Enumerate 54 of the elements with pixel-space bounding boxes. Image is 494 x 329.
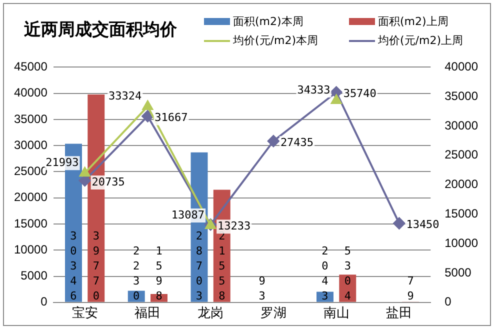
y-tick-label: 10000 — [14, 242, 48, 256]
y-tick-label: 45000 — [14, 60, 48, 74]
legend-label: 均价(元/m2)上周 — [378, 33, 464, 48]
legend-label: 面积(m2)本周 — [233, 14, 304, 29]
data-label: 33324 — [108, 89, 142, 102]
x-tick-label: 罗湖 — [260, 304, 286, 320]
y-tick-label: 20000 — [14, 190, 48, 204]
y-tick-label: 15000 — [14, 216, 48, 230]
data-label: 2 0 4 3 — [322, 244, 329, 302]
data-label: 35740 — [343, 87, 376, 100]
x-tick-label: 宝安 — [72, 304, 98, 320]
y2-tick-label: 40000 — [444, 60, 478, 74]
y-tick-label: 0 — [40, 294, 48, 309]
data-label: 7 9 — [407, 274, 414, 302]
data-label: 5 3 0 4 — [344, 244, 352, 302]
y2-tick-label: 30000 — [444, 118, 478, 132]
y-tick-label: 30000 — [14, 138, 48, 152]
data-label: 13087 — [171, 208, 205, 222]
y-tick-label: 35000 — [14, 112, 48, 126]
data-label: 2 2 3 0 — [133, 244, 140, 302]
data-label: 34333 — [297, 83, 330, 96]
data-label: 20735 — [92, 175, 125, 188]
y-tick-label: 25000 — [14, 164, 48, 178]
data-label: 13233 — [218, 219, 251, 232]
point — [393, 217, 406, 230]
y2-tick-label: 35000 — [444, 88, 478, 103]
y-tick-label: 5000 — [20, 268, 48, 283]
legend-label: 均价(元/m2)本周 — [233, 33, 318, 48]
y2-tick-label: 5000 — [444, 265, 472, 280]
y2-tick-label: 20000 — [444, 177, 478, 192]
y2-tick-label: 25000 — [444, 148, 478, 162]
point — [142, 110, 154, 122]
x-tick-label: 盐田 — [386, 304, 412, 320]
data-label: 21993 — [46, 156, 79, 169]
data-label: 31667 — [154, 111, 188, 124]
legend-label: 面积(m2)上周 — [378, 14, 448, 29]
x-tick-label: 南山 — [323, 304, 350, 320]
point — [330, 94, 342, 104]
data-label: 3 9 7 7 0 — [92, 229, 100, 302]
data-label: 2 8 7 0 3 — [196, 229, 203, 302]
y2-tick-label: 15000 — [444, 206, 478, 221]
data-label: 3 0 3 4 6 — [70, 229, 78, 302]
data-label: 27435 — [280, 136, 314, 149]
x-tick-label: 福田 — [134, 304, 161, 320]
y2-tick-label: 10000 — [444, 236, 478, 250]
point — [267, 135, 280, 148]
chart-title: 近两周成交面积均价 — [24, 19, 177, 41]
y-tick-label: 40000 — [14, 86, 48, 100]
x-tick-label: 龙岗 — [198, 304, 224, 320]
y2-tick-label: 0 — [444, 294, 452, 309]
point — [79, 167, 90, 177]
point — [142, 100, 154, 110]
data-label: 9 3 — [258, 274, 266, 302]
data-label: 13450 — [406, 218, 440, 232]
